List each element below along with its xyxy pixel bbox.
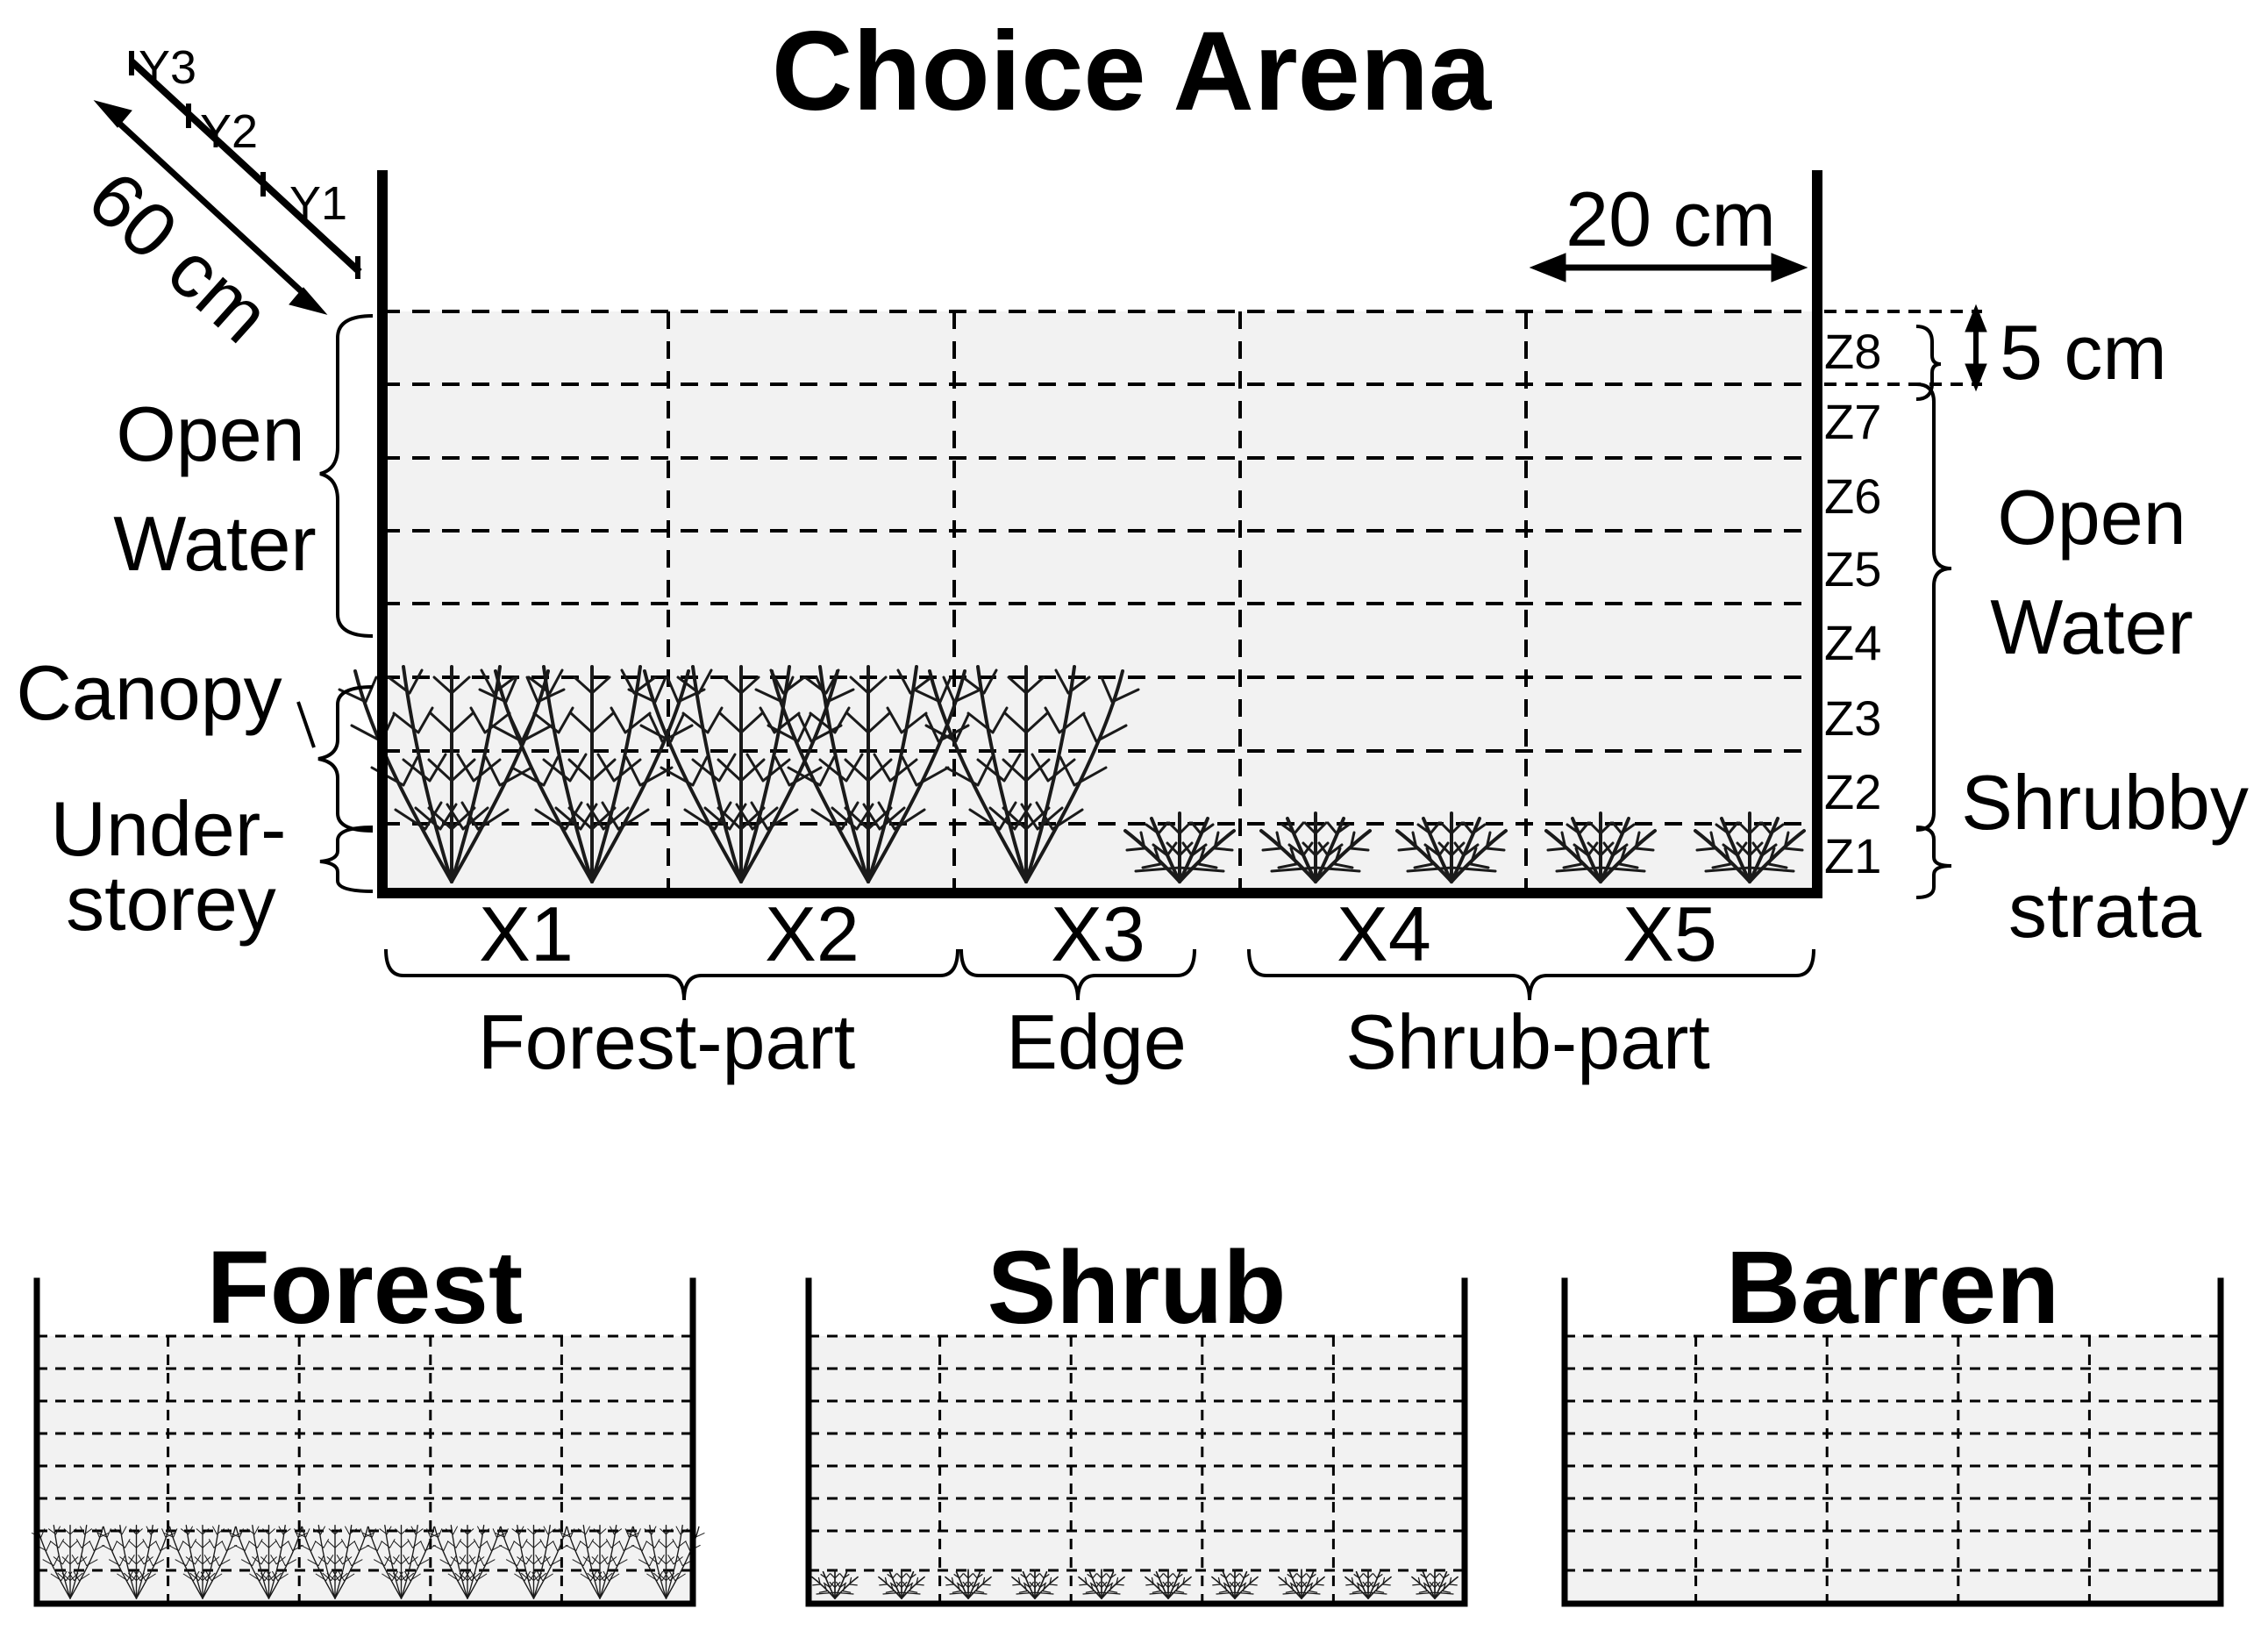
layer-height-label: 5 cm	[2000, 309, 2167, 396]
cell-width-scale	[1529, 253, 1808, 282]
depth-axis	[93, 51, 362, 315]
cell-width-label: 20 cm	[1565, 175, 1776, 262]
z-label-2: Z2	[1824, 764, 1881, 819]
water-fill	[1565, 1336, 2221, 1604]
y3-label: Y3	[139, 41, 196, 94]
tank-walls	[33, 1277, 696, 1607]
section-brackets	[384, 948, 1815, 1001]
z-label-5: Z5	[1824, 541, 1881, 597]
tank-title-forest: Forest	[207, 1230, 524, 1346]
left-understorey-label-1: Under-	[51, 785, 287, 872]
treatment-tanks: Forest Shrub Barren	[31, 1230, 2224, 1607]
tank-title-barren: Barren	[1726, 1230, 2059, 1346]
arena-grid	[382, 310, 1817, 889]
z-label-8: Z8	[1824, 324, 1881, 379]
x-section-labels: X1 X2 X3 X4 X5	[479, 890, 1717, 977]
z-label-3: Z3	[1824, 690, 1881, 746]
left-open-water-label-1: Open	[116, 390, 304, 477]
tank-title-shrub: Shrub	[988, 1230, 1287, 1346]
right-open-water-label-2: Water	[1990, 583, 2193, 670]
layer-height-scale	[1824, 304, 1987, 392]
right-shrubby-label-2: strata	[2008, 867, 2201, 954]
z-label-1: Z1	[1824, 828, 1881, 883]
left-canopy-label: Canopy	[16, 649, 282, 736]
left-understorey-label-2: storey	[66, 860, 276, 947]
tank-forest: Forest	[31, 1230, 705, 1607]
choice-arena-title: Choice Arena	[772, 9, 1492, 134]
x-label-5: X5	[1623, 890, 1717, 977]
left-open-water-label-2: Water	[113, 500, 316, 587]
section-edge: Edge	[1006, 998, 1187, 1085]
right-shrubby-label-1: Shrubby	[1961, 759, 2249, 846]
section-forest-part: Forest-part	[478, 998, 855, 1085]
x-label-4: X4	[1337, 890, 1431, 977]
right-brackets	[1915, 325, 1952, 899]
section-shrub-part: Shrub-part	[1345, 998, 1710, 1085]
water-fill	[37, 1336, 693, 1604]
x-label-1: X1	[479, 890, 574, 977]
tank-barren: Barren	[1561, 1230, 2224, 1607]
z-label-6: Z6	[1824, 468, 1881, 524]
x-label-2: X2	[765, 890, 859, 977]
z-label-4: Z4	[1824, 615, 1881, 670]
tank-grid	[1565, 1334, 2221, 1604]
tank-shrub: Shrub	[805, 1230, 1468, 1607]
z-layer-labels: Z1 Z2 Z3 Z4 Z5 Z6 Z7 Z8	[1824, 324, 1881, 883]
depth-label: 60 cm	[72, 154, 286, 360]
tank-walls	[805, 1277, 1468, 1607]
tank-grid	[37, 1334, 693, 1604]
water-fill	[809, 1336, 1465, 1604]
right-open-water-label-1: Open	[1997, 474, 2186, 561]
left-brackets	[296, 314, 374, 893]
z-label-7: Z7	[1824, 394, 1881, 449]
open-water-fill	[382, 311, 1817, 889]
y1-label: Y1	[289, 177, 347, 230]
choice-arena-tank	[338, 170, 1822, 898]
y2-label: Y2	[200, 105, 258, 158]
x-label-3: X3	[1051, 890, 1145, 977]
tank-walls	[1561, 1277, 2224, 1607]
tank-grid	[809, 1334, 1465, 1604]
